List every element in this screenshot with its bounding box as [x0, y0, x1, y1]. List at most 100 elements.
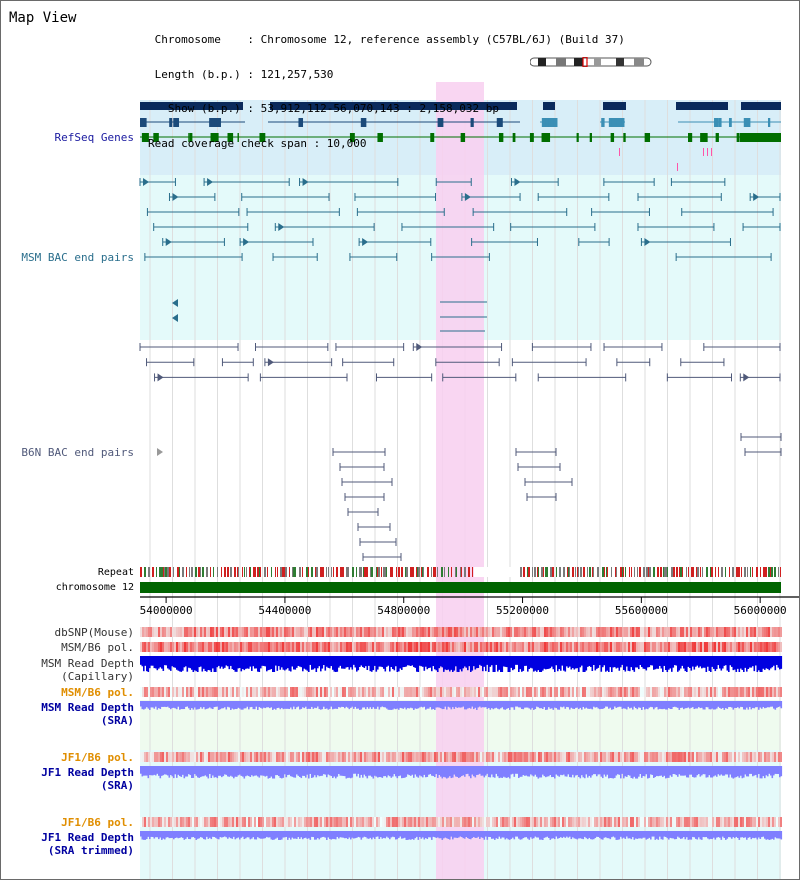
heat-cell	[176, 687, 178, 697]
msm-bac-label[interactable]: MSM BAC end pairs	[21, 251, 134, 264]
chromosome-track[interactable]	[140, 582, 781, 593]
heat-cell	[336, 627, 338, 637]
depth-bar	[482, 766, 484, 776]
heat-cell	[242, 642, 244, 652]
depth-bar	[467, 656, 469, 671]
heat-cell	[342, 752, 344, 762]
jf1-trimmed-track[interactable]	[140, 831, 783, 840]
heat-cell	[362, 817, 364, 827]
heat-cell	[436, 817, 438, 827]
heat-cell	[170, 752, 172, 762]
depth-bar	[207, 831, 210, 839]
heat-cell	[332, 687, 334, 697]
depth-bar	[570, 656, 573, 670]
msm-b6-pol2-track[interactable]	[140, 687, 782, 697]
b6n-bac-end-pairs[interactable]	[139, 343, 782, 561]
heat-cell	[650, 642, 652, 652]
heat-cell	[770, 752, 772, 762]
depth-bar	[576, 701, 579, 708]
heat-cell	[342, 642, 344, 652]
heat-cell	[584, 752, 586, 762]
depth-bar	[501, 656, 504, 672]
depth-bar	[695, 831, 697, 839]
repeat-block	[173, 567, 174, 577]
depth-bar	[293, 701, 295, 707]
heat-cell	[484, 627, 486, 637]
depth-bar	[540, 701, 543, 709]
heat-cell	[290, 642, 292, 652]
depth-bar	[374, 831, 376, 839]
depth-bar	[167, 831, 169, 838]
depth-bar	[278, 831, 280, 840]
heat-cell	[482, 752, 484, 762]
depth-bar	[488, 831, 490, 837]
heat-cell	[604, 752, 606, 762]
heat-cell	[684, 752, 686, 762]
heat-cell	[172, 687, 174, 697]
heat-cell	[326, 752, 328, 762]
heat-cell	[278, 687, 280, 697]
depth-bar	[146, 701, 148, 708]
heat-cell	[412, 627, 414, 637]
depth-bar	[648, 656, 651, 668]
depth-bar	[659, 701, 661, 709]
dbsnp-track[interactable]	[140, 627, 782, 637]
depth-bar	[407, 701, 409, 709]
heat-cell	[476, 817, 478, 827]
heat-cell	[748, 687, 750, 697]
msm-b6-pol-track[interactable]	[140, 642, 782, 652]
chromosome-ideogram[interactable]	[529, 52, 652, 68]
heat-cell	[210, 687, 212, 697]
heat-cell	[338, 627, 340, 637]
heat-cell	[674, 752, 676, 762]
depth-bar	[462, 656, 465, 669]
heat-cell	[528, 752, 530, 762]
depth-bar	[410, 766, 412, 776]
heat-cell	[744, 752, 746, 762]
heat-cell	[694, 817, 696, 827]
depth-bar	[338, 656, 340, 668]
jf1-pol-track[interactable]	[140, 752, 782, 762]
heat-cell	[498, 642, 500, 652]
heat-cell	[606, 627, 608, 637]
depth-bar	[533, 766, 535, 777]
msm-depth-capillary-track[interactable]	[140, 656, 783, 672]
msm-bac-end-pairs[interactable]	[139, 178, 781, 332]
b6n-bac-label[interactable]: B6N BAC end pairs	[21, 446, 134, 459]
heat-cell	[738, 642, 740, 652]
heat-cell	[378, 642, 380, 652]
repeat-track[interactable]	[140, 567, 781, 577]
msm-depth-sra-track[interactable]	[140, 701, 783, 710]
depth-bar	[198, 831, 201, 839]
heat-cell	[648, 817, 650, 827]
depth-bar	[215, 766, 217, 778]
heat-cell	[712, 817, 714, 827]
heat-cell	[268, 752, 270, 762]
heat-cell	[322, 627, 324, 637]
heat-cell	[692, 752, 694, 762]
depth-bar	[305, 656, 307, 670]
heat-cell	[362, 627, 364, 637]
refseq-genes-track[interactable]	[140, 102, 781, 171]
depth-bar	[731, 701, 733, 708]
depth-bar	[323, 701, 325, 707]
heat-cell	[614, 642, 616, 652]
heat-cell	[372, 627, 374, 637]
depth-bar	[161, 831, 163, 840]
heat-cell	[780, 627, 782, 637]
refseq-genes-label[interactable]: RefSeq Genes	[54, 131, 134, 144]
depth-bar	[381, 701, 384, 707]
jf1-pol2-track[interactable]	[140, 817, 782, 827]
jf1-depth-track[interactable]	[140, 766, 783, 779]
depth-bar	[330, 766, 333, 777]
depth-bar	[584, 831, 586, 837]
depth-bar	[266, 701, 268, 708]
depth-bar	[375, 831, 378, 837]
depth-bar	[140, 701, 142, 707]
heat-cell	[490, 817, 492, 827]
depth-bar	[593, 701, 595, 707]
heat-cell	[682, 627, 684, 637]
depth-bar	[311, 766, 313, 778]
depth-bar	[588, 701, 591, 709]
